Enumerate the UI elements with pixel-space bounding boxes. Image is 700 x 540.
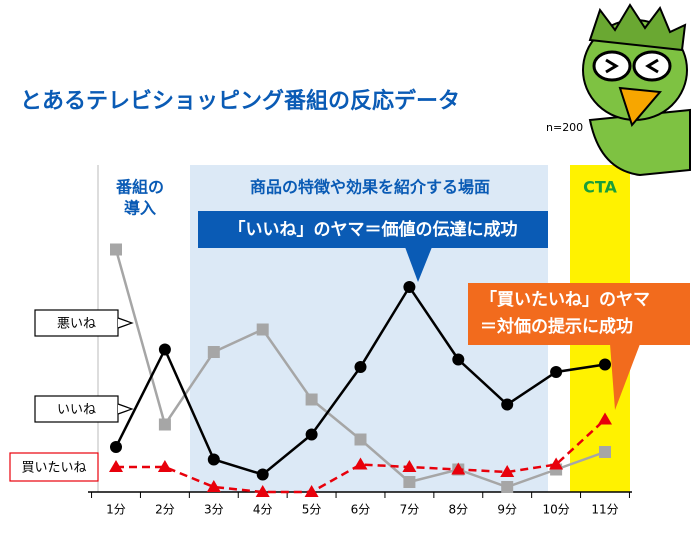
series-line (116, 418, 606, 494)
x-tick-label: 2分 (155, 503, 175, 517)
marker (500, 465, 515, 477)
marker (403, 476, 416, 488)
marker (110, 441, 122, 453)
legend-label: 買いたいね (21, 461, 86, 476)
marker (158, 418, 171, 431)
legend-box (34, 309, 119, 337)
marker (207, 453, 220, 466)
x-tick-label: 8分 (448, 503, 468, 517)
marker (403, 281, 416, 293)
marker (451, 462, 466, 475)
x-tick-label: 9分 (497, 503, 517, 517)
x-tick-label: 7分 (400, 503, 420, 517)
marker (354, 361, 367, 373)
marker (501, 481, 514, 493)
x-tick-label: 3分 (204, 503, 224, 517)
legend-pointer (117, 317, 134, 329)
phase-label: 商品の特徴や効果を紹介する場面 (250, 178, 490, 197)
callout-box (468, 283, 690, 345)
marker (255, 485, 270, 497)
phase-label: 番組の (115, 178, 164, 197)
marker (353, 457, 368, 470)
sample-size: n=200 (546, 121, 583, 134)
marker (157, 460, 172, 472)
marker (599, 358, 611, 371)
legend-label: 悪いね (57, 317, 96, 332)
marker (599, 446, 611, 458)
legend-pointer (117, 403, 134, 415)
phase-label: 導入 (124, 199, 156, 218)
marker (305, 428, 318, 441)
marker (452, 353, 465, 366)
marker (256, 323, 269, 336)
callout-pointer (405, 247, 432, 282)
x-tick-label: 6分 (351, 503, 371, 517)
legend-box (9, 452, 99, 482)
callout-pointer (610, 344, 640, 410)
legend-box (34, 395, 119, 423)
x-tick-label: 5分 (302, 503, 322, 517)
marker (354, 433, 367, 446)
callout-box (198, 211, 548, 248)
marker (598, 412, 612, 425)
marker (402, 460, 417, 472)
marker (304, 485, 319, 497)
callout-text: 「買いたいね」のヤマ (480, 289, 650, 310)
mascot (582, 3, 691, 177)
marker (501, 398, 514, 411)
x-tick-label: 10分 (542, 503, 569, 517)
phase-label: CTA (583, 178, 617, 197)
marker (110, 243, 122, 256)
x-tick-label: 4分 (253, 503, 273, 517)
marker (305, 393, 318, 406)
marker (206, 480, 221, 492)
marker (158, 343, 171, 356)
callout-text: 「いいね」のヤマ＝価値の伝達に成功 (229, 219, 518, 240)
marker (256, 468, 269, 481)
marker (207, 346, 220, 358)
x-tick-label: 1分 (106, 503, 126, 517)
callout-text: ＝対価の提示に成功 (480, 316, 633, 337)
marker (109, 460, 123, 472)
chart-title: とあるテレビショッピング番組の反応データ (20, 88, 460, 114)
legend-label: いいね (57, 403, 96, 418)
marker (549, 457, 564, 470)
marker (550, 366, 563, 378)
x-tick-label: 11分 (591, 503, 618, 517)
